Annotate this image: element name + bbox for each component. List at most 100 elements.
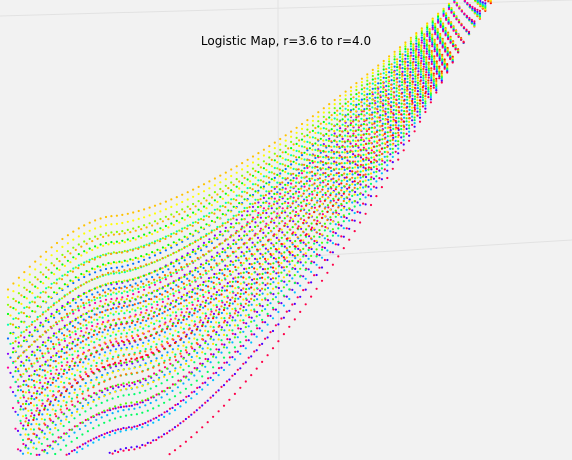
data-point: [357, 107, 360, 110]
data-point: [155, 357, 158, 360]
data-point: [14, 410, 17, 413]
data-point: [300, 169, 303, 172]
data-point: [333, 117, 336, 120]
data-point: [117, 342, 120, 345]
data-point: [35, 392, 38, 395]
data-point: [364, 175, 368, 179]
data-point: [210, 196, 213, 199]
data-point: [378, 116, 381, 119]
data-point: [354, 172, 357, 175]
data-point: [158, 298, 161, 301]
data-point: [340, 162, 343, 165]
data-point: [343, 156, 346, 159]
data-point: [257, 152, 260, 155]
data-point: [428, 40, 431, 43]
data-point: [221, 190, 224, 193]
data-point: [257, 179, 260, 182]
data-point: [169, 328, 172, 331]
data-point: [258, 293, 261, 296]
data-point: [415, 33, 418, 36]
data-point: [148, 222, 151, 225]
data-point: [382, 99, 385, 102]
data-point: [371, 94, 374, 98]
data-point: [9, 356, 12, 359]
data-point: [36, 305, 39, 308]
data-point: [416, 93, 419, 96]
data-point: [225, 312, 228, 315]
data-point: [330, 149, 333, 152]
data-point: [89, 354, 92, 357]
data-point: [41, 343, 44, 347]
data-point: [19, 364, 22, 367]
data-point: [212, 304, 215, 307]
data-point: [276, 202, 279, 205]
data-point: [196, 287, 199, 290]
data-point: [295, 174, 298, 177]
data-point: [314, 148, 317, 151]
data-point: [114, 384, 118, 387]
data-point: [268, 156, 271, 159]
data-point: [133, 303, 136, 306]
data-point: [340, 156, 343, 159]
data-point: [217, 277, 221, 281]
data-point: [123, 300, 126, 303]
data-point: [151, 224, 154, 227]
data-point: [16, 389, 20, 392]
data-point: [208, 238, 211, 241]
data-point: [316, 138, 319, 141]
data-point: [95, 351, 98, 354]
data-point: [145, 284, 148, 287]
data-point: [408, 96, 411, 99]
data-point: [286, 191, 289, 194]
data-point: [96, 275, 99, 279]
data-point: [27, 409, 30, 412]
data-point: [177, 319, 180, 322]
data-point: [84, 418, 87, 422]
data-point: [414, 75, 417, 78]
data-point: [153, 220, 157, 223]
data-point: [423, 34, 426, 38]
data-point: [300, 201, 303, 204]
data-point: [329, 166, 332, 169]
data-point: [164, 247, 167, 250]
data-point: [115, 282, 118, 285]
data-point: [386, 135, 389, 138]
data-point: [63, 381, 66, 384]
data-point: [87, 394, 90, 397]
data-point: [341, 130, 344, 133]
data-point: [311, 124, 314, 127]
data-point: [198, 333, 201, 336]
data-point: [145, 243, 148, 246]
data-point: [344, 107, 347, 110]
data-point: [238, 187, 241, 190]
data-point: [35, 422, 38, 426]
data-point: [60, 278, 64, 281]
data-point: [343, 176, 346, 179]
data-point: [171, 322, 174, 325]
data-point: [316, 199, 319, 202]
data-point: [153, 311, 156, 314]
data-point: [81, 340, 84, 343]
data-point: [99, 243, 102, 246]
data-point: [334, 202, 337, 205]
data-point: [22, 383, 25, 386]
data-point: [303, 170, 306, 173]
data-point: [396, 60, 399, 64]
data-point: [357, 144, 360, 147]
data-point: [311, 119, 314, 122]
data-point: [438, 67, 441, 70]
data-point: [423, 42, 426, 45]
data-point: [390, 63, 393, 66]
data-point: [99, 269, 102, 272]
data-point: [476, 0, 479, 2]
data-point: [286, 225, 289, 228]
data-point: [436, 34, 439, 37]
data-point: [231, 280, 234, 283]
data-point: [99, 256, 102, 259]
data-point: [393, 65, 396, 68]
data-point: [168, 370, 172, 373]
data-point: [132, 219, 135, 222]
data-point: [327, 139, 330, 142]
data-point: [98, 327, 101, 330]
data-point: [384, 118, 387, 121]
